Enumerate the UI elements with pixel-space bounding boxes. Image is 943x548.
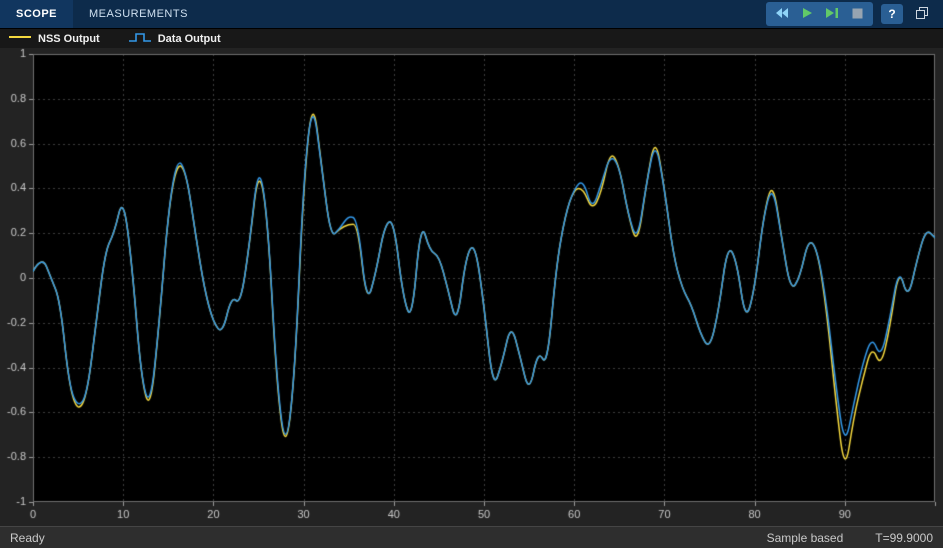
step-forward-button[interactable] xyxy=(821,4,843,24)
legend: NSS Output Data Output xyxy=(0,28,943,48)
scope-plot-canvas[interactable] xyxy=(0,48,943,526)
stop-icon xyxy=(852,7,863,22)
legend-label: NSS Output xyxy=(38,32,100,45)
legend-label: Data Output xyxy=(157,32,221,45)
dock-icon xyxy=(915,6,929,23)
simulation-controls xyxy=(766,2,873,26)
tab-measurements[interactable]: MEASUREMENTS xyxy=(89,8,188,20)
plot-area xyxy=(0,48,943,526)
toolstrip-tabs: SCOPE MEASUREMENTS xyxy=(0,0,204,28)
legend-item-nss-output[interactable]: NSS Output xyxy=(8,32,100,45)
status-sim-time: T=99.9000 xyxy=(875,530,933,545)
rewind-button[interactable] xyxy=(771,4,793,24)
step-swatch-icon xyxy=(128,31,152,46)
status-sample-mode: Sample based xyxy=(766,530,844,545)
status-bar: Ready Sample based T=99.9000 xyxy=(0,526,943,548)
line-swatch-icon xyxy=(8,32,32,45)
toolstrip: SCOPE MEASUREMENTS xyxy=(0,0,943,28)
toolbar-right-controls: ? xyxy=(766,2,943,26)
tab-scope[interactable]: SCOPE xyxy=(0,0,74,28)
help-button[interactable]: ? xyxy=(881,4,903,24)
run-icon xyxy=(801,7,813,22)
status-right-group: Sample based T=99.9000 xyxy=(767,531,933,545)
run-button[interactable] xyxy=(796,4,818,24)
stop-button[interactable] xyxy=(846,4,868,24)
dock-button[interactable] xyxy=(911,4,933,24)
rewind-icon xyxy=(775,7,789,22)
step-forward-icon xyxy=(825,7,839,22)
status-ready-text: Ready xyxy=(10,530,45,545)
legend-item-data-output[interactable]: Data Output xyxy=(128,31,221,46)
